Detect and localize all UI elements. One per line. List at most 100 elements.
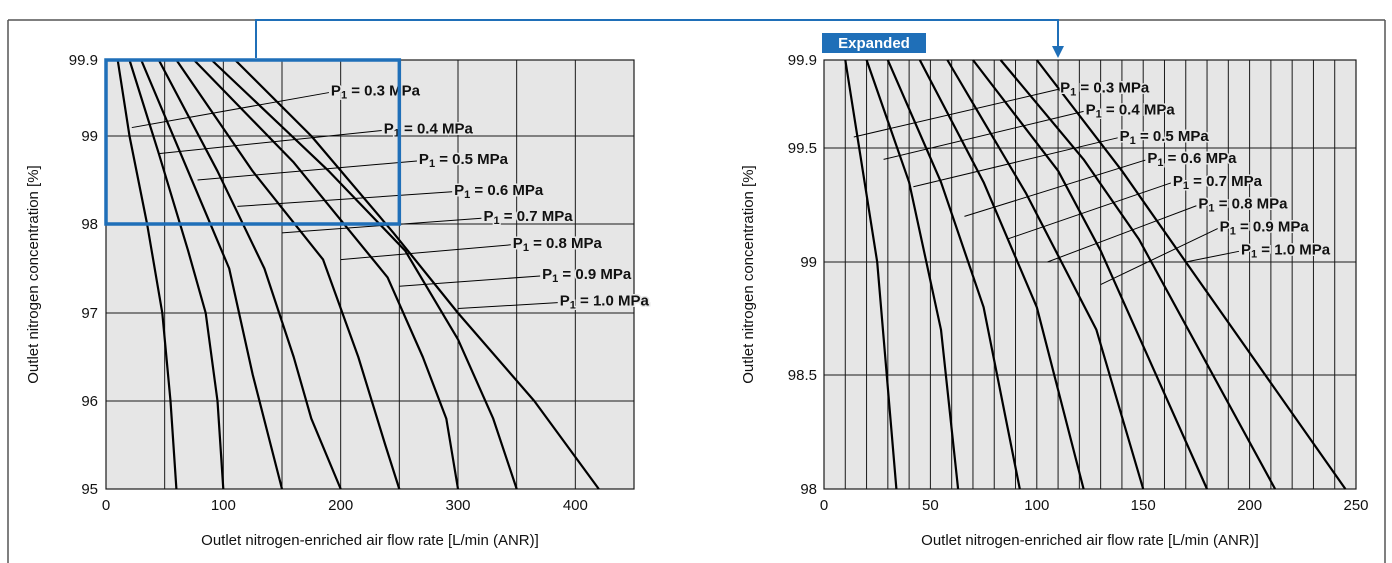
series-label-part: P bbox=[1241, 241, 1251, 258]
y-tick-label: 99.9 bbox=[69, 52, 98, 69]
x-tick-label: 400 bbox=[563, 497, 588, 514]
series-leader-line bbox=[1185, 250, 1240, 263]
series-label-subscript: 1 bbox=[1251, 248, 1257, 260]
series-label-part: P bbox=[1198, 196, 1208, 213]
expand-connector: Expanded bbox=[255, 19, 1064, 58]
series-leader-line bbox=[457, 302, 558, 310]
series-label-subscript: 1 bbox=[394, 128, 400, 140]
y-tick-label: 98.5 bbox=[788, 367, 817, 384]
series-label-part: = 0.5 MPa bbox=[435, 151, 509, 168]
series-label-part: = 0.3 MPa bbox=[1076, 79, 1150, 96]
series-label-part: P bbox=[542, 266, 552, 283]
series-label: P1 = 0.6 MPa bbox=[1147, 150, 1237, 169]
zoom-region-box bbox=[104, 58, 402, 226]
series-line-106 bbox=[918, 59, 1085, 490]
chart-full-range: 0 100 200 300 400 95 96 97 98 99 99.9 Outlet nitrog… bbox=[25, 52, 651, 549]
series-label-part: P bbox=[384, 121, 394, 138]
series-label-subscript: 1 bbox=[1070, 86, 1076, 98]
series-line-104 bbox=[128, 59, 225, 490]
series-label: P1 = 0.6 MPa bbox=[454, 182, 544, 201]
series-label-part: P bbox=[1120, 128, 1130, 145]
y-tick-label: 99.5 bbox=[788, 140, 817, 157]
series-label-subscript: 1 bbox=[1130, 135, 1136, 147]
series-line-106 bbox=[157, 59, 342, 490]
series-leader-line bbox=[913, 137, 1118, 188]
series-label-part: P bbox=[1220, 219, 1230, 236]
series-leader-line bbox=[158, 130, 382, 155]
series-label-part: = 0.6 MPa bbox=[470, 182, 544, 199]
series-label-part: P bbox=[560, 293, 570, 310]
series-label-part: = 0.7 MPa bbox=[1189, 173, 1263, 190]
series-line-109 bbox=[999, 59, 1277, 490]
series-line-107 bbox=[175, 59, 401, 490]
series-label-part: P bbox=[454, 182, 464, 199]
series-label-subscript: 1 bbox=[552, 273, 558, 285]
x-tick-label: 50 bbox=[922, 497, 939, 514]
series-label-part: = 0.5 MPa bbox=[1136, 128, 1210, 145]
series-label-subscript: 1 bbox=[464, 189, 470, 201]
series-label-part: = 0.3 MPa bbox=[347, 83, 421, 100]
series-label-part: = 0.7 MPa bbox=[500, 208, 574, 225]
series-leader-line bbox=[853, 88, 1059, 138]
x-tick-label: 300 bbox=[445, 497, 470, 514]
expanded-badge bbox=[822, 33, 926, 53]
series-label-part: P bbox=[483, 208, 493, 225]
y-tick-label: 99 bbox=[81, 128, 98, 145]
series-label: P1 = 0.7 MPa bbox=[483, 208, 573, 227]
series-label-part: = 0.4 MPa bbox=[1102, 101, 1176, 118]
series-label-part: = 0.9 MPa bbox=[558, 266, 632, 283]
series-label-subscript: 1 bbox=[341, 90, 347, 102]
series-label-part: P bbox=[1173, 173, 1183, 190]
series-label-part: = 0.9 MPa bbox=[1236, 219, 1310, 236]
series-label: P1 = 0.9 MPa bbox=[1220, 219, 1310, 238]
series-label: P1 = 0.3 MPa bbox=[331, 83, 421, 102]
series-line-108 bbox=[193, 59, 460, 490]
series-label: P1 = 0.5 MPa bbox=[1120, 128, 1210, 147]
x-tick-label: 250 bbox=[1343, 497, 1368, 514]
series-leader-line bbox=[1100, 228, 1218, 286]
series-label-part: = 1.0 MPa bbox=[576, 293, 650, 310]
series-label: P1 = 0.4 MPa bbox=[384, 121, 474, 140]
y-axis-label: Outlet nitrogen concentration [%] bbox=[25, 165, 42, 383]
series-line-110 bbox=[1035, 59, 1347, 490]
series-label-part: P bbox=[419, 151, 429, 168]
series-leader-line bbox=[883, 110, 1084, 160]
series-label: P1 = 0.8 MPa bbox=[1198, 196, 1288, 215]
series-leader-line bbox=[1047, 205, 1197, 263]
series-label-part: P bbox=[513, 235, 523, 252]
expanded-badge-label: Expanded bbox=[838, 35, 910, 52]
connector-line bbox=[255, 19, 1059, 58]
series-label-part: P bbox=[1147, 150, 1157, 167]
x-tick-label: 0 bbox=[820, 497, 828, 514]
series-label: P1 = 0.3 MPa bbox=[1060, 79, 1150, 98]
series-label: P1 = 0.9 MPa bbox=[542, 266, 632, 285]
series-label-subscript: 1 bbox=[493, 215, 499, 227]
series-label: P1 = 0.5 MPa bbox=[419, 151, 509, 170]
y-axis-label: Outlet nitrogen concentration [%] bbox=[740, 165, 757, 383]
x-tick-label: 0 bbox=[102, 497, 110, 514]
series-label-part: P bbox=[1086, 101, 1096, 118]
series-line-109 bbox=[210, 59, 518, 490]
connector-arrowhead bbox=[1052, 46, 1064, 58]
y-tick-label: 98 bbox=[81, 216, 98, 233]
series-label-part: P bbox=[1060, 79, 1070, 96]
series-line-105 bbox=[886, 59, 1021, 490]
series-label: P1 = 0.8 MPa bbox=[513, 235, 603, 254]
series-line-105 bbox=[140, 59, 284, 490]
series-line-107 bbox=[946, 59, 1145, 490]
series-line-108 bbox=[972, 59, 1209, 490]
series-leader-line bbox=[1006, 182, 1172, 240]
series-label: P1 = 1.0 MPa bbox=[1241, 241, 1331, 260]
series-label-subscript: 1 bbox=[523, 242, 529, 254]
series-label: P1 = 0.4 MPa bbox=[1086, 101, 1176, 120]
series-label-subscript: 1 bbox=[570, 300, 576, 312]
y-tick-label: 95 bbox=[81, 481, 98, 498]
chart-expanded-range: 0 50 100 150 200 250 98 98.5 99 99.5 99.9 Outlet ni… bbox=[740, 52, 1369, 549]
series-label-part: = 0.8 MPa bbox=[529, 235, 603, 252]
series-label: P1 = 0.7 MPa bbox=[1173, 173, 1263, 192]
series-leader-line bbox=[131, 92, 330, 129]
x-tick-label: 100 bbox=[1024, 497, 1049, 514]
series-label-subscript: 1 bbox=[1208, 203, 1214, 215]
series-leader-line bbox=[197, 160, 417, 181]
